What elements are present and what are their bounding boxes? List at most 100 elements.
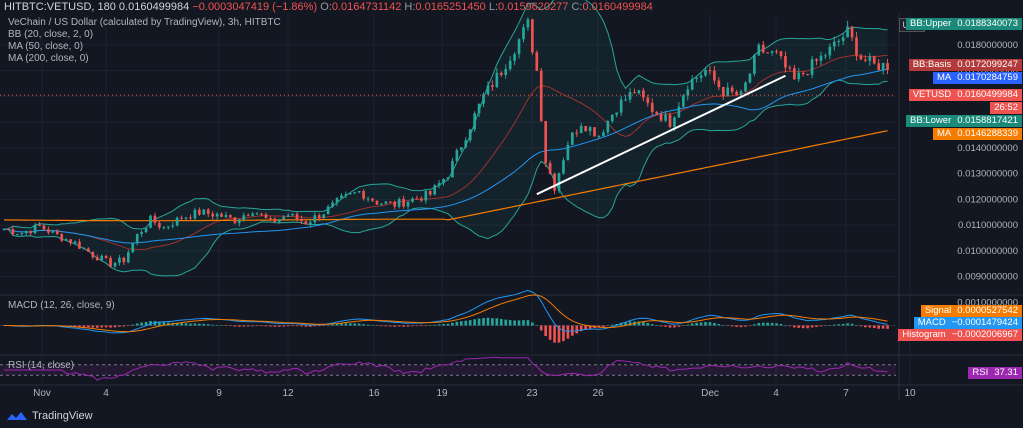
candle-body	[295, 213, 299, 220]
candle-body	[189, 217, 192, 219]
price-label-value: 0.0160499984	[957, 89, 1018, 100]
candle-body	[420, 198, 423, 201]
tradingview-logo[interactable]: TradingView	[6, 410, 93, 422]
macd-histogram-bar	[131, 324, 135, 326]
bb-legend[interactable]: BB (20, close, 2, 0)	[8, 29, 94, 40]
macd-histogram-bar	[286, 325, 290, 327]
price-label-ma-6: MA 0.0146288339	[932, 128, 1022, 140]
symbol-name[interactable]: HITBTC:VETUSD, 180	[4, 1, 116, 13]
price-label-bb-upper-0: BB:Upper 0.0188340073	[906, 18, 1022, 30]
candle-body	[193, 209, 197, 219]
macd-histogram-bar	[517, 320, 521, 326]
macd-histogram-bar	[158, 321, 161, 326]
macd-histogram-bar	[384, 325, 388, 327]
candle-body	[166, 226, 170, 228]
macd-histogram-bar	[313, 325, 317, 327]
x-axis-tick-label: Dec	[701, 388, 719, 399]
candle-body	[872, 56, 876, 64]
macd-histogram-bar	[544, 325, 548, 337]
candle-body	[828, 46, 832, 56]
candle-body	[246, 215, 250, 217]
candle-body	[655, 112, 659, 115]
macd-histogram-bar	[810, 325, 814, 328]
candle-body	[55, 230, 59, 235]
macd-histogram-bar	[624, 322, 627, 326]
candle-body	[273, 218, 277, 223]
macd-histogram-bar	[73, 325, 77, 327]
candle-body	[619, 99, 623, 113]
candle-body	[171, 225, 175, 227]
x-axis-tick-label: 26	[592, 388, 604, 399]
rsi-legend[interactable]: RSI (14, close)	[8, 360, 75, 371]
macd-histogram-bar	[260, 325, 263, 327]
macd-histogram-bar	[184, 323, 188, 326]
candle-body	[397, 199, 401, 207]
candle-body	[792, 68, 796, 80]
macd-histogram-bar	[855, 325, 858, 326]
ma200-legend[interactable]: MA (200, close, 0)	[8, 53, 89, 64]
candle-body	[797, 72, 801, 80]
candle-body	[593, 127, 596, 137]
macd-histogram-bar	[175, 322, 179, 326]
macd-legend[interactable]: MACD (12, 26, close, 9)	[8, 300, 115, 311]
candle-body	[304, 221, 308, 225]
macd-histogram-bar	[433, 324, 437, 326]
candle-body	[575, 132, 579, 134]
candle-body	[64, 239, 68, 241]
candle-body	[317, 215, 321, 219]
candle-body	[881, 63, 885, 71]
candle-body	[153, 215, 157, 223]
macd-histogram-bar	[424, 325, 428, 326]
candle-body	[109, 257, 112, 267]
candle-body	[406, 201, 410, 207]
macd-histogram-bar	[646, 323, 650, 326]
macd-histogram-bar	[242, 325, 246, 327]
macd-histogram-bar	[819, 325, 823, 327]
candle-body	[859, 55, 863, 60]
candle-body	[864, 59, 867, 61]
candle-body	[206, 209, 210, 214]
macd-histogram-bar	[428, 325, 432, 326]
candle-body	[659, 114, 663, 121]
candle-body	[375, 200, 379, 205]
macd-histogram-bar	[122, 325, 126, 327]
macd-histogram-bar	[442, 324, 445, 326]
candle-body	[735, 91, 738, 96]
price-label-name: MA	[936, 128, 952, 139]
x-axis-tick-label: Nov	[33, 388, 51, 399]
rsi-label-name: RSI	[972, 367, 989, 378]
candle-body	[566, 144, 570, 161]
price-label-vetusd-3: VETUSD 0.0160499984	[908, 89, 1022, 101]
candle-body	[95, 257, 99, 261]
macd-histogram-bar	[553, 325, 556, 343]
y-axis-tick-label: 0.0090000000	[957, 272, 1018, 283]
candle-body	[393, 201, 397, 207]
macd-histogram-bar	[198, 323, 201, 326]
macd-histogram-bar	[251, 325, 254, 327]
candle-body	[855, 37, 858, 56]
macd-histogram-bar	[451, 322, 454, 326]
ma50-legend[interactable]: MA (50, close, 0)	[8, 41, 84, 52]
candle-body	[531, 19, 534, 53]
macd-histogram-bar	[562, 325, 565, 342]
macd-histogram-bar	[713, 322, 716, 326]
macd-label-value: −0.0002006967	[951, 329, 1018, 340]
candle-body	[242, 215, 246, 220]
candle-body	[433, 185, 437, 195]
candle-body	[557, 173, 561, 191]
macd-line	[4, 289, 888, 334]
macd-histogram-bar	[677, 325, 681, 327]
candle-body	[713, 70, 716, 81]
candle-body	[477, 103, 481, 114]
macd-histogram-bar	[579, 325, 583, 332]
macd-histogram-bar	[602, 325, 605, 327]
candle-body	[677, 106, 681, 118]
ma50-line	[3, 68, 888, 244]
macd-histogram-bar	[566, 325, 570, 339]
candle-body	[637, 90, 641, 94]
candle-body	[544, 120, 548, 164]
macd-histogram-bar	[375, 325, 379, 326]
candle-body	[100, 255, 104, 261]
macd-histogram-bar	[269, 325, 272, 327]
